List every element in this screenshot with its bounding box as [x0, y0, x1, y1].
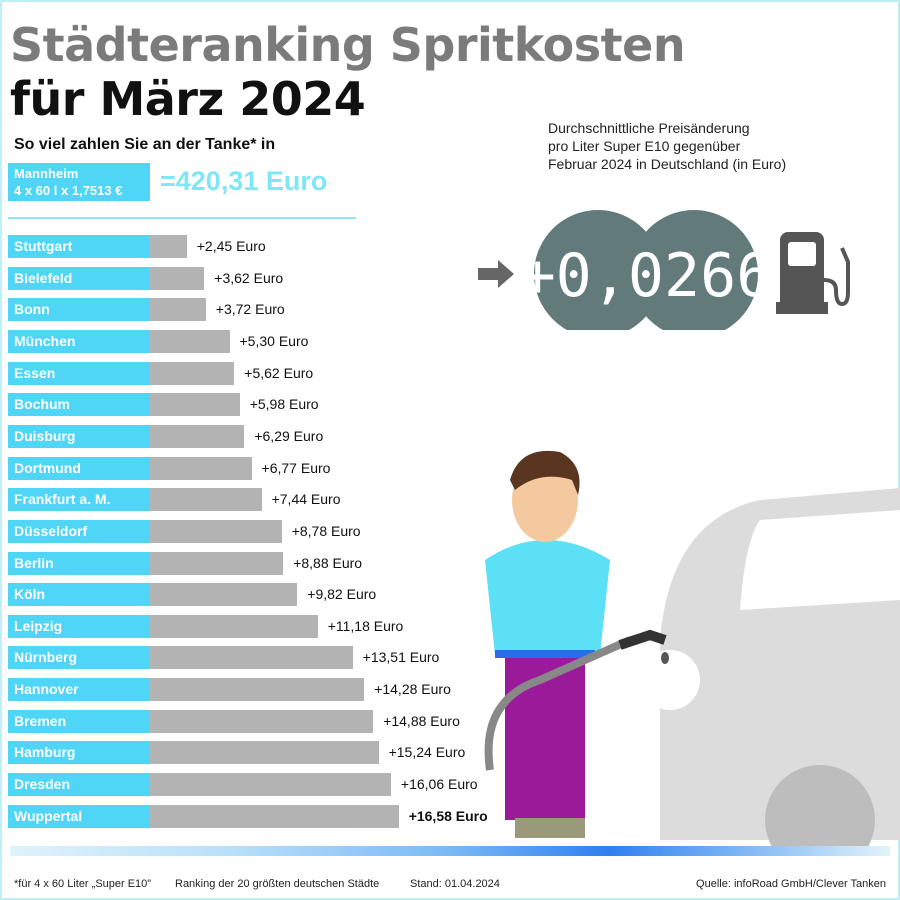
category-label: Wuppertal [8, 804, 150, 828]
bar [150, 551, 284, 575]
price-change-value: +0,0266 [520, 241, 773, 311]
category-label: Berlin [8, 551, 150, 575]
info-line: pro Liter Super E10 gegenüber [548, 138, 741, 154]
gauge-circle-left [534, 210, 662, 330]
value-label: +7,44 Euro [271, 491, 341, 508]
bar [150, 266, 205, 290]
gradient-strip [10, 846, 890, 856]
bar [150, 678, 365, 702]
category-label: Essen [8, 361, 150, 385]
bar [150, 393, 240, 417]
price-change-gauge: +0,0266 [478, 210, 850, 330]
value-label: +16,06 Euro [400, 776, 478, 793]
category-label: Bremen [8, 709, 150, 733]
value-label: +8,78 Euro [291, 522, 361, 539]
title-line-2: für März 2024 [10, 72, 366, 126]
bar [150, 329, 230, 353]
category-label: Köln [8, 583, 150, 607]
value-label: +3,62 Euro [214, 269, 284, 286]
fuel-pump-icon [776, 232, 850, 314]
value-label: +14,88 Euro [383, 712, 460, 729]
value-label: +5,30 Euro [239, 332, 309, 349]
subtitle: So viel zahlen Sie an der Tanke* in [14, 136, 276, 153]
gauge-circle-right [630, 210, 758, 330]
category-label: Bochum [8, 393, 150, 417]
category-label: Dresden [8, 773, 150, 797]
bar [150, 741, 379, 765]
footer-note: *für 4 x 60 Liter „Super E10" [14, 878, 152, 890]
bar [150, 456, 252, 480]
value-label: +5,62 Euro [244, 364, 314, 381]
info-line: Februar 2024 in Deutschland (in Euro) [548, 156, 787, 172]
category-label: Dortmund [8, 456, 150, 480]
footer-date: Stand: 01.04.2024 [410, 878, 500, 890]
category-label: München [8, 329, 150, 353]
footer-ranking: Ranking der 20 größten deutschen Städte [175, 878, 380, 890]
highlight-box: Mannheim 4 x 60 l x 1,7513 € [8, 163, 150, 201]
value-label: +14,28 Euro [374, 681, 451, 698]
value-label: +8,88 Euro [293, 554, 363, 571]
value-label: +5,98 Euro [249, 396, 319, 413]
divider [8, 217, 356, 219]
category-label: Nürnberg [8, 646, 150, 670]
value-label: +11,18 Euro [327, 617, 404, 634]
car-illustration [640, 488, 900, 850]
bar [150, 235, 187, 258]
value-label: +13,51 Euro [362, 649, 440, 666]
category-label: Leipzig [8, 614, 150, 638]
value-label: +6,77 Euro [261, 459, 331, 476]
category-label: Duisburg [8, 424, 150, 448]
info-line: Durchschnittliche Preisänderung [548, 120, 750, 136]
value-label: +2,45 Euro [196, 238, 266, 254]
bar [150, 646, 353, 670]
value-label: +9,82 Euro [307, 586, 377, 603]
bar [150, 519, 282, 543]
category-label: Hamburg [8, 741, 150, 765]
category-label: Hannover [8, 678, 150, 702]
bar [150, 614, 318, 638]
bar [150, 804, 399, 828]
category-label: Bielefeld [8, 266, 150, 290]
title-line-1: Städteranking Spritkosten [10, 18, 686, 72]
value-label: +16,58 Euro [408, 807, 488, 824]
category-label: Stuttgart [8, 235, 150, 258]
arrow-right-icon [478, 260, 514, 288]
category-label: Düsseldorf [8, 519, 150, 543]
highlight-formula: 4 x 60 l x 1,7513 € [14, 183, 123, 198]
bar [150, 424, 245, 448]
category-label: Bonn [8, 298, 150, 322]
bar [150, 361, 235, 385]
bar [150, 709, 374, 733]
value-label: +3,72 Euro [215, 301, 285, 318]
value-label: +6,29 Euro [254, 427, 324, 444]
highlight-city: Mannheim [14, 166, 79, 181]
footer-source: Quelle: infoRoad GmbH/Clever Tanken [696, 878, 886, 890]
category-label: Frankfurt a. M. [8, 488, 150, 512]
value-label: +15,24 Euro [388, 744, 466, 761]
bar [150, 298, 206, 322]
highlight-total: =420,31 Euro [160, 166, 328, 196]
person-illustration [484, 450, 669, 838]
bar [150, 773, 391, 797]
info-text: Durchschnittliche Preisänderung pro Lite… [548, 119, 786, 173]
illustration [484, 450, 900, 850]
bar [150, 583, 298, 607]
bar [150, 488, 262, 512]
